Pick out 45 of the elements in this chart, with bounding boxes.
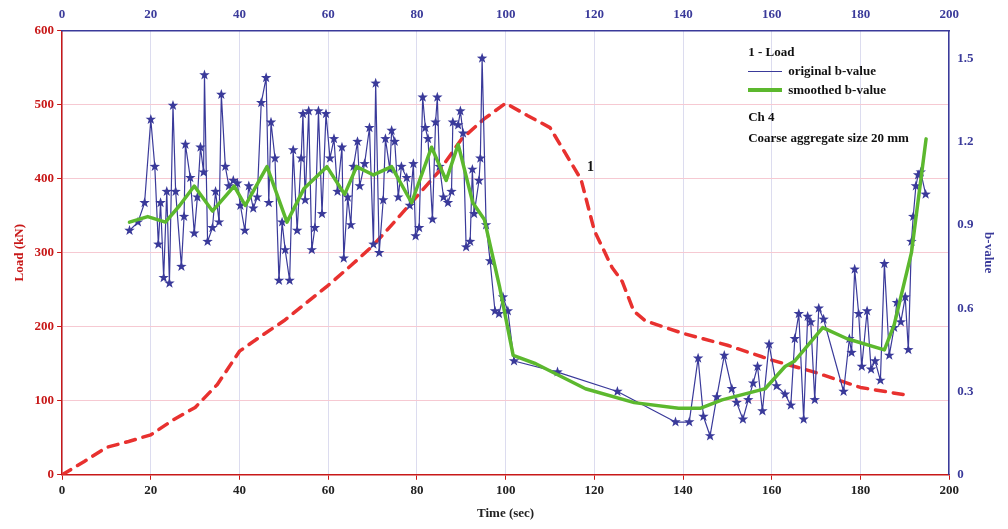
annotation: 1 - Load <box>748 43 796 62</box>
y-tick-label: 500 <box>34 95 55 111</box>
x-tick-label: 140 <box>673 481 693 497</box>
x-tick-label: 40 <box>233 481 247 497</box>
y-tick-label: 200 <box>34 318 55 334</box>
legend-label: smoothed b-value <box>788 82 887 99</box>
annotation: Coarse aggregate size 20 mm <box>748 129 909 148</box>
y-tick-label: 400 <box>34 170 55 186</box>
x2-tick-label: 0 <box>58 6 66 22</box>
x2-tick-label: 140 <box>673 6 693 22</box>
x-tick-label: 100 <box>495 481 516 497</box>
y-tick-label: 0 <box>47 466 55 482</box>
x-tick-label: 60 <box>321 481 335 497</box>
x2-tick-label: 40 <box>233 6 247 22</box>
x2-tick-label: 80 <box>410 6 424 22</box>
y2-tick-label: 1.2 <box>957 133 974 149</box>
y2-tick-label: 0.9 <box>957 216 974 232</box>
x-tick-label: 160 <box>761 481 782 497</box>
x2-tick-label: 60 <box>321 6 335 22</box>
x2-tick-label: 20 <box>144 6 158 22</box>
x-tick-label: 0 <box>58 481 66 497</box>
annotation: Ch 4 <box>748 108 776 127</box>
x2-tick-label: 200 <box>939 6 959 22</box>
y-tick-label: 600 <box>34 21 55 37</box>
x-tick-label: 180 <box>850 481 871 497</box>
legend-label: original b-value <box>788 63 876 80</box>
y-tick-label: 300 <box>34 244 55 260</box>
x2-tick-label: 100 <box>495 6 516 22</box>
annotation: 1 <box>587 159 595 175</box>
x2-tick-label: 180 <box>850 6 871 22</box>
y-tick-label: 100 <box>34 392 55 408</box>
x-tick-label: 120 <box>584 481 605 497</box>
y2-tick-label: 0 <box>957 466 964 482</box>
y2-tick-label: 0.3 <box>957 382 974 398</box>
y2-tick-label: 0.6 <box>957 299 974 315</box>
x2-tick-label: 120 <box>584 6 605 22</box>
y2-tick-label: 1.5 <box>957 49 974 65</box>
line-series <box>62 101 907 475</box>
x-axis-title: Time (sec) <box>477 504 535 520</box>
x2-tick-label: 160 <box>761 6 782 22</box>
x-tick-label: 20 <box>144 481 158 497</box>
y-axis-title: Load (kN) <box>11 223 27 282</box>
x-tick-label: 80 <box>410 481 424 497</box>
y2-axis-title: b-value <box>981 232 997 274</box>
x-tick-label: 200 <box>939 481 959 497</box>
